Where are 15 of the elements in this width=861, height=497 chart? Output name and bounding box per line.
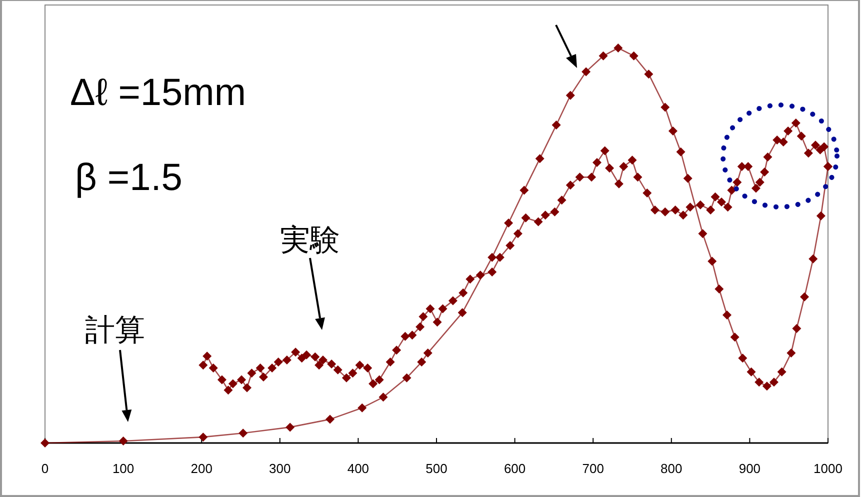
x-tick-label: 600 bbox=[504, 461, 526, 476]
x-tick-label: 800 bbox=[660, 461, 682, 476]
x-tick-label: 900 bbox=[738, 461, 761, 476]
x-tick-label: 100 bbox=[112, 461, 134, 476]
x-tick-label: 0 bbox=[41, 461, 49, 476]
x-tick-label: 400 bbox=[347, 461, 370, 476]
x-tick-label: 700 bbox=[582, 461, 604, 476]
x-tick-label: 500 bbox=[426, 461, 448, 476]
annotation: β =1.5 bbox=[75, 157, 182, 199]
x-tick-label: 300 bbox=[269, 461, 291, 476]
x-tick-label: 1000 bbox=[814, 461, 842, 476]
annotation: 計算 bbox=[85, 314, 145, 347]
annotation: 実験 bbox=[280, 224, 340, 257]
annotation: Δℓ =15mm bbox=[70, 72, 246, 114]
x-tick-label: 200 bbox=[190, 461, 212, 476]
